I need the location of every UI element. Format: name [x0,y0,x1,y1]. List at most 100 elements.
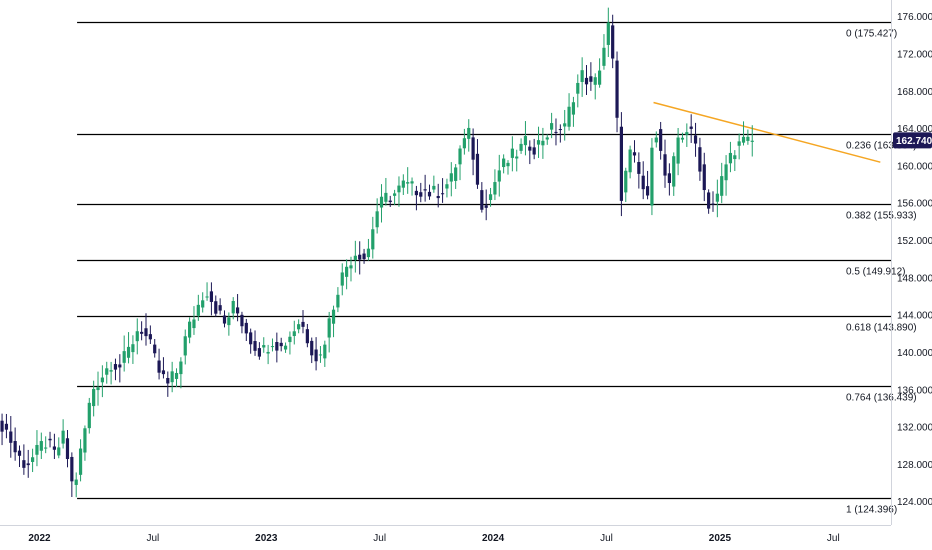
candle[interactable] [61,419,65,449]
candle[interactable] [78,439,83,482]
candle[interactable] [153,338,157,358]
candle[interactable] [571,96,576,127]
candle[interactable] [96,371,100,406]
candle[interactable] [746,129,750,145]
candle[interactable] [393,189,397,206]
candle[interactable] [231,297,235,320]
candle[interactable] [249,328,253,354]
candle[interactable] [353,240,357,273]
candle[interactable] [379,184,384,223]
candle[interactable] [366,238,371,261]
candle[interactable] [427,184,432,200]
candle[interactable] [388,195,392,208]
candle[interactable] [35,430,39,467]
candle[interactable] [384,177,388,206]
candle[interactable] [201,292,205,313]
candle[interactable] [192,306,196,335]
candle[interactable] [118,354,122,383]
candle[interactable] [4,413,9,439]
candle[interactable] [371,216,375,259]
candle[interactable] [375,198,379,234]
candle[interactable] [707,189,711,214]
candle[interactable] [183,329,187,365]
candle[interactable] [244,318,248,342]
candle[interactable] [205,282,209,301]
candle[interactable] [170,361,174,393]
candle[interactable] [663,139,667,188]
candle[interactable] [672,152,676,196]
candle[interactable] [528,140,532,165]
candle[interactable] [676,128,680,176]
candle[interactable] [536,126,541,158]
candle[interactable] [615,51,619,133]
candle[interactable] [266,344,270,365]
candle[interactable] [506,160,510,175]
candle[interactable] [728,141,733,173]
candle[interactable] [26,449,30,478]
candle[interactable] [327,311,331,353]
candle[interactable] [148,325,152,345]
candle[interactable] [436,183,440,208]
candle[interactable] [345,259,349,290]
candle[interactable] [0,413,4,446]
candle[interactable] [589,62,593,91]
candle[interactable] [401,174,405,195]
candle[interactable] [297,319,301,334]
candle[interactable] [445,178,449,198]
candle[interactable] [493,169,497,201]
candle[interactable] [645,170,650,200]
candle[interactable] [336,287,340,313]
candle[interactable] [74,472,78,498]
candle[interactable] [109,361,113,385]
candle[interactable] [188,317,192,344]
candle[interactable] [563,109,567,141]
candle[interactable] [105,361,109,384]
candle[interactable] [702,152,706,202]
candle[interactable] [113,358,118,381]
candle[interactable] [235,294,240,322]
candle[interactable] [741,121,746,146]
candle[interactable] [44,436,48,454]
candle[interactable] [340,263,344,296]
candle[interactable] [680,132,685,143]
candle[interactable] [685,123,689,147]
candle[interactable] [292,320,296,345]
candle[interactable] [362,248,366,264]
candle[interactable] [57,437,61,459]
candle[interactable] [414,185,419,211]
candle[interactable] [484,189,488,221]
candle[interactable] [240,311,244,334]
candle[interactable] [144,313,148,346]
candle[interactable] [331,305,336,338]
candle[interactable] [606,7,610,58]
candle[interactable] [13,427,17,461]
candle[interactable] [737,133,741,160]
candle[interactable] [283,342,288,353]
candle[interactable] [497,154,501,197]
candle[interactable] [632,140,637,163]
candle[interactable] [440,178,445,203]
candle[interactable] [131,335,135,364]
candle[interactable] [48,431,52,448]
candle[interactable] [301,310,305,334]
candle[interactable] [100,365,104,398]
candle[interactable] [349,256,353,282]
candle[interactable] [628,145,632,179]
candle[interactable] [641,161,645,200]
candle[interactable] [83,425,87,461]
candle[interactable] [667,163,671,196]
candle[interactable] [305,323,309,348]
candle[interactable] [432,175,436,193]
candle[interactable] [419,182,423,203]
candle[interactable] [502,154,506,174]
price-axis[interactable]: 124.000 128.000 132.000 136.000 140.000 144.0… [897,12,932,508]
candle[interactable] [545,134,549,145]
candle[interactable] [218,298,222,315]
candle[interactable] [519,138,523,154]
candle[interactable] [471,128,475,176]
candle[interactable] [122,335,126,372]
candle[interactable] [157,348,161,380]
candle[interactable] [214,295,218,317]
candle[interactable] [602,34,606,70]
candle[interactable] [576,74,580,108]
